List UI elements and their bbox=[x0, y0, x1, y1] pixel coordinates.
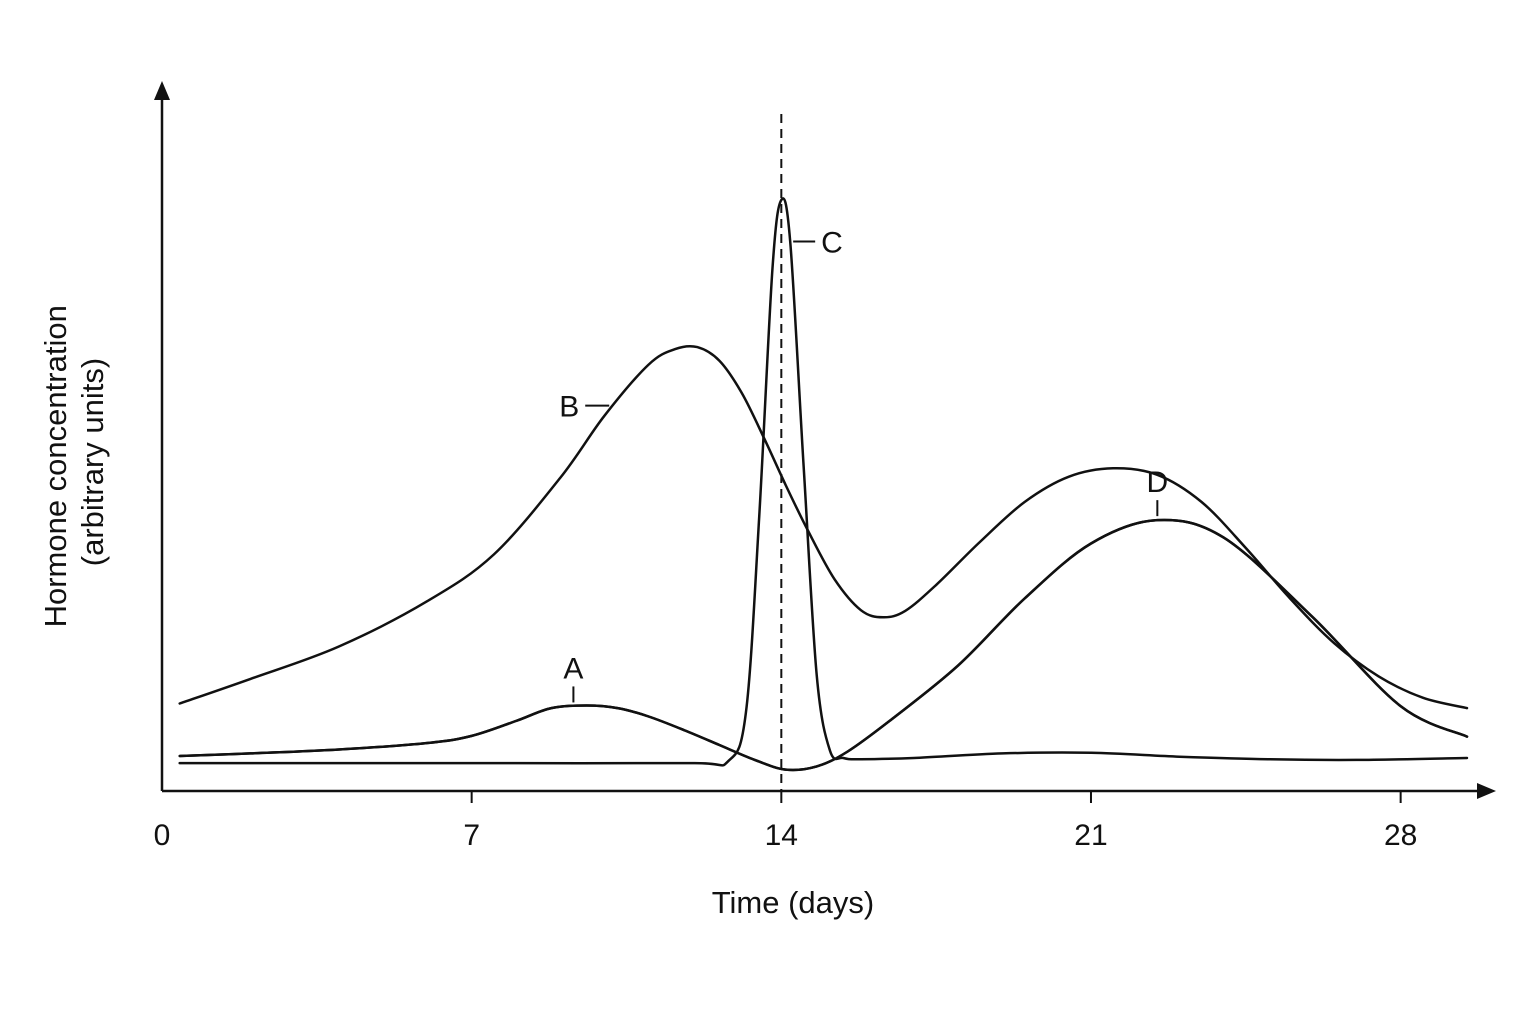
x-axis-title: Time (days) bbox=[712, 885, 874, 920]
series-label-a: A bbox=[563, 652, 583, 685]
y-axis-title-line-2: (arbitrary units) bbox=[75, 358, 110, 566]
series-label-d: D bbox=[1147, 466, 1169, 499]
series-line-b bbox=[178, 344, 1469, 710]
y-axis-title-line-1: Hormone concentration bbox=[38, 305, 73, 627]
series-label-b: B bbox=[559, 391, 579, 424]
series-lines bbox=[178, 197, 1469, 772]
x-tick-label: 7 bbox=[463, 819, 480, 852]
series-label-c: C bbox=[821, 226, 843, 259]
y-axis-title: Hormone concentration (arbitrary units) bbox=[38, 297, 110, 628]
y-axis-arrowhead bbox=[154, 81, 170, 100]
x-ticks: 0 7 14 21 28 bbox=[154, 791, 1417, 852]
axes bbox=[154, 81, 1496, 799]
curve-labels: A B C D bbox=[559, 226, 1169, 703]
x-tick-label: 0 bbox=[154, 819, 171, 852]
series-line-d bbox=[178, 518, 1469, 772]
x-tick-label: 21 bbox=[1074, 819, 1107, 852]
x-tick-label: 28 bbox=[1384, 819, 1417, 852]
series-line-c bbox=[178, 197, 1469, 767]
series-line-a bbox=[178, 518, 1469, 772]
x-tick-label: 14 bbox=[765, 819, 798, 852]
x-axis-arrowhead bbox=[1477, 783, 1496, 799]
